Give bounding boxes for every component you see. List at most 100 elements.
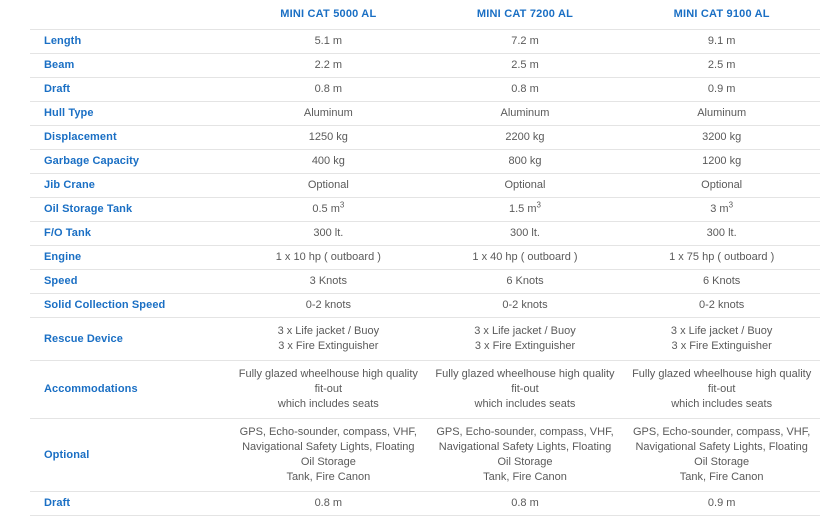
cell-value-line: 3 x Life jacket / Buoy — [277, 325, 380, 337]
table-row: Draft 0.8 m 0.8 m 0.9 m — [30, 77, 820, 102]
cell-value: 0.8 m — [230, 491, 427, 516]
table-row: Accommodations Fully glazed wheelhouse hi… — [30, 360, 820, 419]
row-label: Length — [30, 29, 230, 54]
cell-value: Fully glazed wheelhouse high quality fit… — [426, 360, 624, 419]
cell-value: GPS, Echo-sounder, compass, VHF, Navigati… — [426, 418, 624, 492]
table-row: Optional GPS, Echo-sounder, compass, VHF,… — [30, 418, 820, 492]
cell-value-line: which includes seats — [671, 398, 773, 410]
cell-value: Optional — [623, 173, 820, 198]
cell-value: 300 lt. — [426, 221, 624, 246]
cell-value-lines: 3 x Life jacket / Buoy 3 x Fire Extinguis… — [433, 324, 618, 354]
specification-comparison-table: MINI CAT 5000 AL MINI CAT 7200 AL MINI C… — [30, 0, 820, 516]
cell-value-lines: GPS, Echo-sounder, compass, VHF, Navigati… — [433, 425, 618, 485]
row-label: F/O Tank — [30, 221, 230, 246]
cell-value-lines: Fully glazed wheelhouse high quality fit… — [629, 367, 814, 412]
table-header-row: MINI CAT 5000 AL MINI CAT 7200 AL MINI C… — [30, 0, 820, 30]
specification-table-container: MINI CAT 5000 AL MINI CAT 7200 AL MINI C… — [30, 8, 820, 516]
cell-value-lines: Fully glazed wheelhouse high quality fit… — [236, 367, 421, 412]
cell-value: 3 Knots — [230, 269, 427, 294]
cell-value: 300 lt. — [623, 221, 820, 246]
cell-value-lines: 3 x Life jacket / Buoy 3 x Fire Extinguis… — [236, 324, 421, 354]
row-label: Accommodations — [30, 360, 230, 419]
cell-value-line: 3 x Life jacket / Buoy — [670, 325, 773, 337]
cell-value: 1200 kg — [623, 149, 820, 174]
cell-value: 0.8 m — [230, 77, 427, 102]
cell-value: 6 Knots — [426, 269, 624, 294]
cell-value: 2.2 m — [230, 53, 427, 78]
cell-value-lines: 3 x Life jacket / Buoy 3 x Fire Extinguis… — [629, 324, 814, 354]
cell-value: 0.8 m — [426, 77, 624, 102]
row-label: Draft — [30, 491, 230, 516]
cell-value: 3 x Life jacket / Buoy 3 x Fire Extinguis… — [230, 317, 427, 361]
table-row: Draft 0.8 m 0.8 m 0.9 m — [30, 491, 820, 516]
cell-value: Fully glazed wheelhouse high quality fit… — [230, 360, 427, 419]
cell-value-line: GPS, Echo-sounder, compass, VHF, — [633, 426, 811, 438]
cubic-superscript: 3 — [339, 200, 345, 210]
cell-value: 1 x 75 hp ( outboard ) — [623, 245, 820, 270]
cell-value-line: Fully glazed wheelhouse high quality fit… — [632, 368, 812, 395]
column-header-model-3: MINI CAT 9100 AL — [673, 8, 770, 20]
cell-value: 5.1 m — [230, 29, 427, 54]
table-row: Solid Collection Speed 0-2 knots 0-2 knots… — [30, 293, 820, 318]
cell-value-line: Tank, Fire Canon — [483, 471, 567, 483]
cell-value: 1 x 40 hp ( outboard ) — [426, 245, 624, 270]
row-label: Oil Storage Tank — [30, 197, 230, 222]
cell-value: Aluminum — [230, 101, 427, 126]
table-row: Garbage Capacity 400 kg 800 kg 1200 kg — [30, 149, 820, 174]
row-label: Optional — [30, 418, 230, 492]
row-label: Speed — [30, 269, 230, 294]
cell-value: Aluminum — [426, 101, 624, 126]
table-row: Beam 2.2 m 2.5 m 2.5 m — [30, 53, 820, 78]
table-row: Displacement 1250 kg 2200 kg 3200 kg — [30, 125, 820, 150]
column-header-model-1: MINI CAT 5000 AL — [280, 8, 377, 20]
cell-value-line: 3 x Fire Extinguisher — [671, 340, 772, 352]
cell-value-line: 3 x Fire Extinguisher — [278, 340, 379, 352]
row-label: Beam — [30, 53, 230, 78]
cell-value-line: Tank, Fire Canon — [679, 471, 764, 483]
cell-value-line: Fully glazed wheelhouse high quality fit… — [435, 368, 615, 395]
cell-value: Optional — [230, 173, 427, 198]
cell-value: 1 x 10 hp ( outboard ) — [230, 245, 427, 270]
row-label: Garbage Capacity — [30, 149, 230, 174]
table-row: Hull Type Aluminum Aluminum Aluminum — [30, 101, 820, 126]
table-row: F/O Tank 300 lt. 300 lt. 300 lt. — [30, 221, 820, 246]
cell-value-line: Fully glazed wheelhouse high quality fit… — [238, 368, 418, 395]
cell-value: 2200 kg — [426, 125, 624, 150]
column-header-label — [30, 0, 230, 30]
cell-value: 3 m3 — [623, 197, 820, 222]
cell-value-lines: Fully glazed wheelhouse high quality fit… — [433, 367, 618, 412]
row-label: Displacement — [30, 125, 230, 150]
cell-value: 3 x Life jacket / Buoy 3 x Fire Extinguis… — [623, 317, 820, 361]
cell-value: 0-2 knots — [623, 293, 820, 318]
cell-value-line: GPS, Echo-sounder, compass, VHF, — [239, 426, 417, 438]
cell-value: 0.8 m — [426, 491, 624, 516]
column-header-model-2: MINI CAT 7200 AL — [476, 8, 574, 20]
cell-value-line: Navigational Safety Lights, Floating Oil… — [242, 441, 415, 468]
cell-value: 1250 kg — [230, 125, 427, 150]
row-label: Draft — [30, 77, 230, 102]
cell-value-line: which includes seats — [474, 398, 576, 410]
cell-value-line: 3 x Fire Extinguisher — [474, 340, 576, 352]
cell-value: 9.1 m — [623, 29, 820, 54]
row-label: Rescue Device — [30, 317, 230, 361]
cell-value: 3 x Life jacket / Buoy 3 x Fire Extinguis… — [426, 317, 624, 361]
cell-value: GPS, Echo-sounder, compass, VHF, Navigati… — [230, 418, 427, 492]
cell-value: 1.5 m3 — [426, 197, 624, 222]
table-row: Length 5.1 m 7.2 m 9.1 m — [30, 29, 820, 54]
cell-value-line: Navigational Safety Lights, Floating Oil… — [438, 441, 612, 468]
table-header: MINI CAT 5000 AL MINI CAT 7200 AL MINI C… — [30, 0, 820, 30]
cell-value: GPS, Echo-sounder, compass, VHF, Navigati… — [623, 418, 820, 492]
cell-value: 0.5 m3 — [230, 197, 427, 222]
cell-value: Fully glazed wheelhouse high quality fit… — [623, 360, 820, 419]
cubic-superscript: 3 — [728, 200, 734, 210]
table-body: Length 5.1 m 7.2 m 9.1 m Beam 2.2 m 2.5 m 2.5 m… — [30, 29, 820, 516]
table-row: Speed 3 Knots 6 Knots 6 Knots — [30, 269, 820, 294]
cell-value: 800 kg — [426, 149, 624, 174]
row-label: Engine — [30, 245, 230, 270]
cell-value-line: Navigational Safety Lights, Floating Oil… — [635, 441, 808, 468]
table-row: Rescue Device 3 x Life jacket / Buoy 3 x F… — [30, 317, 820, 361]
cell-value: 0.9 m — [623, 491, 820, 516]
table-row: Engine 1 x 10 hp ( outboard ) 1 x 40 hp ( … — [30, 245, 820, 270]
cell-value-lines: GPS, Echo-sounder, compass, VHF, Navigati… — [629, 425, 814, 485]
cell-value: 400 kg — [230, 149, 427, 174]
